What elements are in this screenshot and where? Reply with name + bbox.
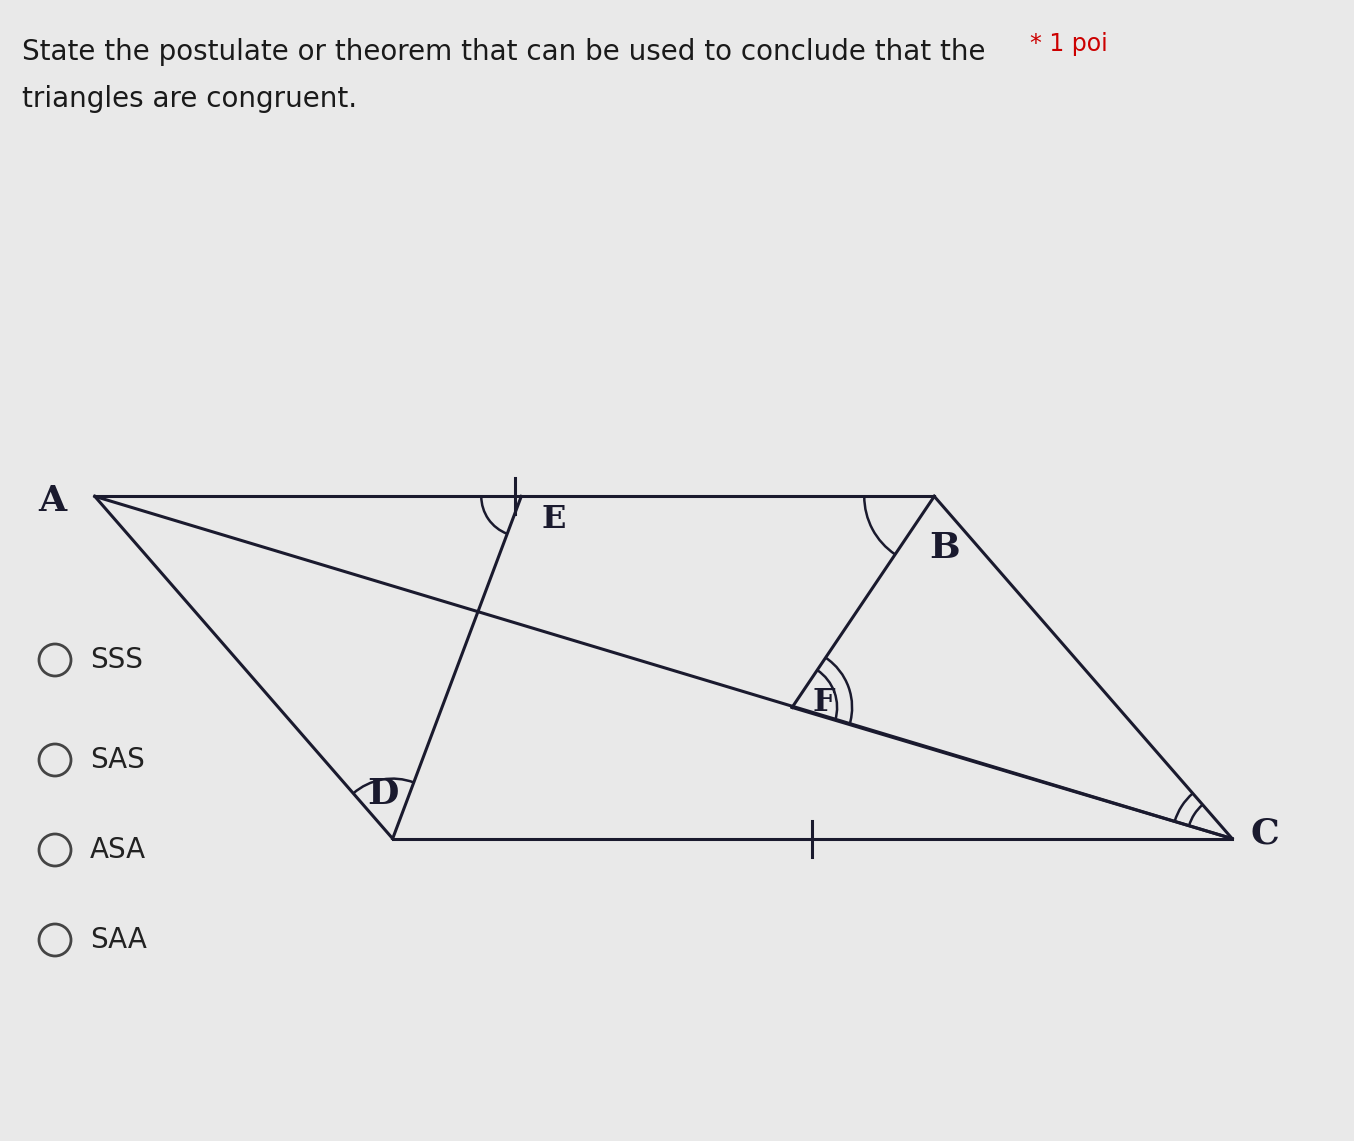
Text: SAA: SAA xyxy=(89,926,146,954)
Text: D: D xyxy=(367,777,398,810)
Text: B: B xyxy=(929,532,960,565)
Text: F: F xyxy=(812,687,834,718)
Text: SAS: SAS xyxy=(89,746,145,774)
Text: A: A xyxy=(39,484,66,518)
Text: E: E xyxy=(542,504,566,535)
Text: triangles are congruent.: triangles are congruent. xyxy=(22,84,357,113)
Text: SSS: SSS xyxy=(89,646,144,674)
Text: C: C xyxy=(1250,817,1280,851)
Text: * 1 poi: * 1 poi xyxy=(1030,32,1108,56)
Text: ASA: ASA xyxy=(89,836,146,864)
Text: State the postulate or theorem that can be used to conclude that the: State the postulate or theorem that can … xyxy=(22,38,986,66)
